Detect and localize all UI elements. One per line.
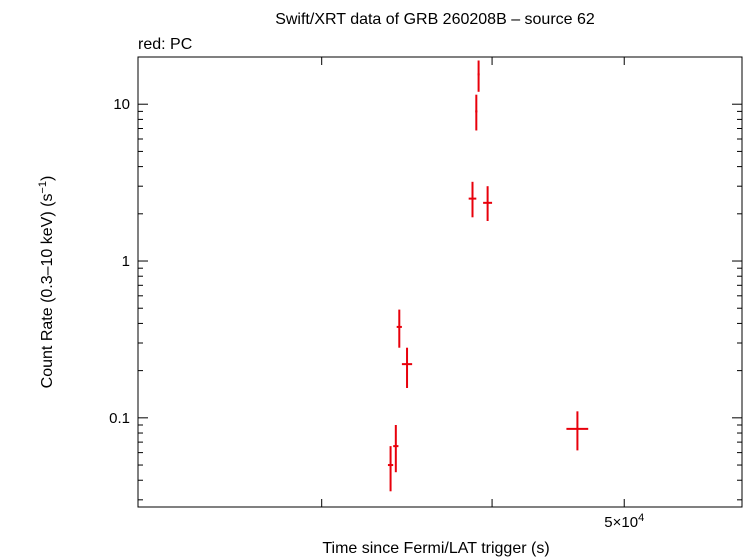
y-axis-label: Count Rate (0.3–10 keV) (s−1) [37, 176, 56, 389]
data-points [387, 60, 589, 492]
data-point [387, 446, 394, 492]
x-axis-label: Time since Fermi/LAT trigger (s) [322, 540, 549, 557]
y-axis-label-exponent: −1 [37, 181, 49, 194]
axis-ticks: 0.1 1 10 5×104 [109, 56, 742, 531]
data-point [396, 309, 402, 348]
chart-subtitle: red: PC [138, 36, 192, 53]
data-point [566, 411, 589, 451]
data-point [483, 186, 493, 221]
chart-title: Swift/XRT data of GRB 260208B – source 6… [275, 11, 595, 28]
data-point [393, 425, 399, 473]
y-axis-label-close: ) [39, 176, 56, 181]
data-point [477, 60, 480, 92]
x-tick-label-exponent: 4 [638, 512, 644, 524]
data-point [401, 347, 413, 388]
x-tick-label: 5×104 [604, 512, 644, 531]
y-tick-label: 0.1 [109, 410, 130, 427]
plot-frame [137, 56, 743, 508]
y-axis-label-main: Count Rate (0.3–10 keV) (s [39, 194, 56, 389]
data-point [468, 181, 477, 218]
data-point [475, 94, 478, 131]
y-tick-label: 10 [113, 96, 130, 113]
x-tick-label-base: 5×10 [604, 514, 638, 531]
y-tick-label: 1 [122, 253, 130, 270]
